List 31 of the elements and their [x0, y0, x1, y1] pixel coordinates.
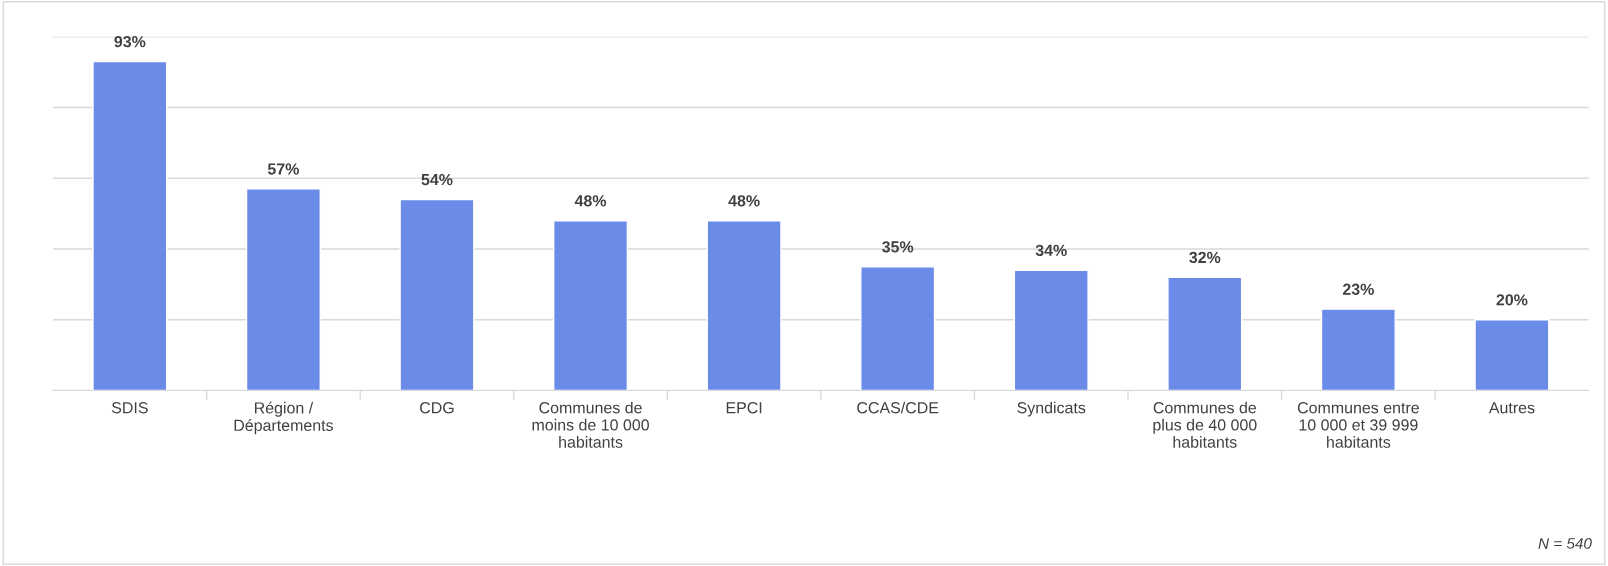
data-label: 20%: [1496, 294, 1528, 306]
data-label: 35%: [882, 241, 914, 253]
data-label: 32%: [1189, 251, 1221, 264]
bar: [399, 198, 475, 391]
x-tick-label: Syndicats: [1017, 401, 1086, 417]
bar: [1167, 276, 1243, 391]
bar: [1474, 319, 1550, 391]
x-tick-label: CDG: [420, 402, 454, 414]
bar: [1013, 269, 1089, 391]
bar: [860, 266, 936, 391]
data-label: 48%: [728, 195, 760, 207]
x-tick-label: Autres: [1488, 402, 1535, 414]
x-tick-label: Communes de plus de 40 000 habitants: [1153, 401, 1257, 448]
bar: [1320, 308, 1396, 391]
x-tick-label: CCAS/CDE: [857, 401, 939, 414]
x-tick-label: Communes de moins de 10 000 habitants: [532, 401, 649, 448]
data-label: 54%: [421, 173, 453, 186]
data-label: 48%: [574, 195, 607, 207]
bar: [92, 60, 168, 391]
x-tick-label: Communes entre 10 000 et 39 999 habitants: [1297, 402, 1419, 448]
bar: [245, 188, 321, 391]
x-tick-label: Région / Départements: [234, 401, 333, 435]
bar: [552, 220, 629, 391]
bar: [706, 220, 782, 391]
x-tick-label: EPCI: [726, 402, 762, 414]
data-label: 93%: [114, 35, 146, 48]
data-label: 34%: [1035, 244, 1067, 257]
data-label: 23%: [1342, 283, 1374, 295]
x-tick-label: SDIS: [111, 402, 148, 414]
data-label: 57%: [267, 163, 299, 175]
text: N = 540: [1538, 538, 1592, 549]
